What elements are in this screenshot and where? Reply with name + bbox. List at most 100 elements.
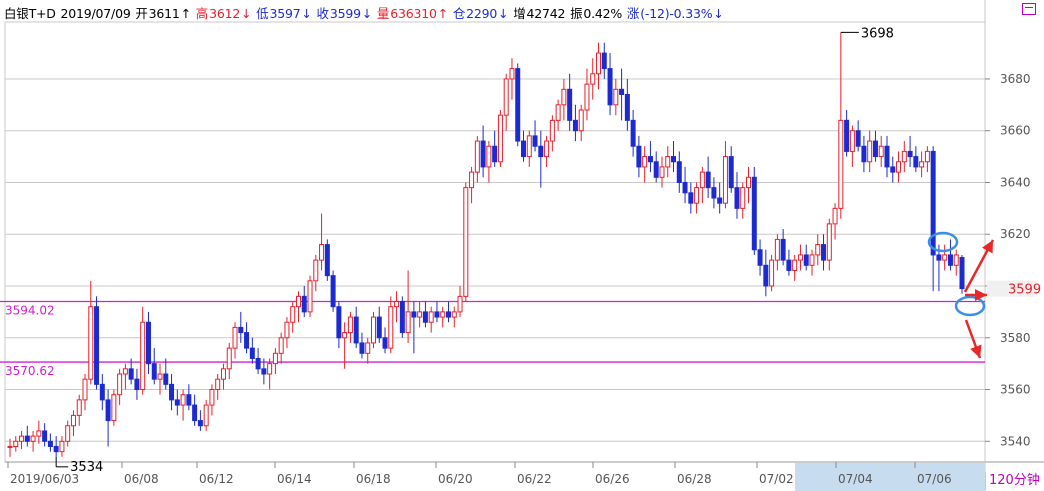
candle-body: [249, 347, 255, 359]
candle-body: [215, 378, 221, 391]
candle-body: [192, 404, 198, 422]
candle-body: [411, 311, 417, 318]
high-arrow: ↓: [241, 6, 252, 21]
highlight-ellipse: [927, 231, 959, 253]
candle-body: [244, 332, 250, 349]
y-tick-label: 3680: [1000, 72, 1031, 86]
candle-body: [307, 280, 313, 313]
candle-body: [624, 93, 630, 121]
volume-value: 636310: [390, 6, 437, 21]
x-tick-label: 06/22: [517, 472, 552, 486]
candle-body: [497, 114, 503, 163]
candle-body: [930, 150, 936, 256]
last-price-label: 3599: [1008, 283, 1041, 298]
candle-body: [919, 161, 925, 168]
candle-body: [492, 145, 498, 163]
open-arrow: ↑: [180, 6, 191, 21]
candle-body: [76, 399, 82, 416]
candle-body: [671, 156, 677, 163]
candle-body: [959, 257, 965, 290]
high-label: 高: [195, 6, 209, 21]
y-tick-label: 3560: [1000, 383, 1031, 397]
candle-body: [180, 394, 186, 406]
candle-body: [636, 145, 642, 168]
candle-body: [544, 140, 550, 158]
candle-body: [953, 254, 959, 266]
candle-body: [555, 104, 561, 121]
candle-body: [122, 368, 128, 375]
candle-body: [451, 311, 457, 318]
candle-body: [630, 119, 636, 147]
candle-body: [584, 83, 590, 111]
candle-body: [117, 373, 123, 396]
candle-body: [659, 166, 665, 178]
candle-body: [134, 378, 140, 391]
x-tick-label: 07/02: [759, 472, 794, 486]
candle-body: [469, 171, 475, 189]
candle-body: [515, 68, 521, 142]
highlight-ellipse: [954, 295, 986, 317]
candle-body: [463, 187, 469, 297]
candle-body: [607, 68, 613, 106]
low-marker-label: 3534: [70, 460, 103, 475]
add-label: 增: [513, 6, 526, 21]
y-tick-label: 3660: [1000, 124, 1031, 138]
candle-body: [376, 316, 382, 339]
x-tick-label: 06/08: [124, 472, 159, 486]
window-toggle-icon[interactable]: [1022, 3, 1036, 15]
candle-body: [844, 119, 850, 152]
candle-body: [163, 373, 169, 385]
candle-body: [792, 259, 798, 271]
candle-body: [596, 52, 602, 75]
candle-body: [82, 378, 88, 401]
change-value: (-12)-0.33%: [640, 6, 713, 21]
candle-body: [590, 73, 596, 85]
candle-body: [861, 145, 867, 163]
candle-body: [815, 244, 821, 256]
candle-body: [255, 357, 261, 370]
candle-body: [572, 119, 578, 132]
candle-body: [474, 140, 480, 173]
candle-body: [99, 383, 105, 401]
candle-body: [388, 306, 394, 349]
candle-body: [849, 130, 855, 152]
candle-body: [88, 306, 94, 380]
candle-body: [290, 306, 296, 323]
candle-body: [24, 435, 30, 442]
candle-body: [445, 311, 451, 318]
candle-body: [907, 150, 913, 158]
candle-body: [30, 435, 36, 442]
candle-body: [740, 187, 746, 209]
candle-body: [722, 156, 728, 204]
candle-body: [440, 311, 446, 318]
candle-body: [711, 187, 717, 199]
candle-body: [105, 399, 111, 422]
add-value: 42742: [526, 6, 566, 21]
candle-body: [728, 156, 734, 189]
candle-body: [699, 171, 705, 189]
candle-body: [151, 363, 157, 380]
candle-body: [855, 130, 861, 147]
candle-body: [694, 187, 700, 204]
period-selector[interactable]: 120分钟: [985, 472, 1043, 490]
candle-body: [751, 176, 757, 251]
candle-body: [763, 264, 769, 287]
candle-body: [42, 430, 48, 442]
candle-body: [405, 311, 411, 334]
close-arrow: ↓: [361, 6, 373, 21]
low-arrow: ↓: [301, 6, 312, 21]
candle-body: [867, 140, 873, 163]
candle-body: [261, 368, 267, 375]
candle-body: [809, 254, 815, 266]
candle-body: [295, 295, 301, 308]
x-tick-label: 06/28: [677, 472, 712, 486]
candle-body: [947, 254, 953, 266]
candle-body: [549, 119, 555, 142]
candle-body: [942, 254, 948, 261]
support-line-label: 3570.62: [5, 364, 55, 378]
volume-label: 量: [376, 6, 390, 21]
candle-body: [342, 332, 348, 339]
candle-body: [370, 316, 376, 344]
candle-body: [59, 440, 65, 453]
candle-body: [486, 145, 492, 168]
